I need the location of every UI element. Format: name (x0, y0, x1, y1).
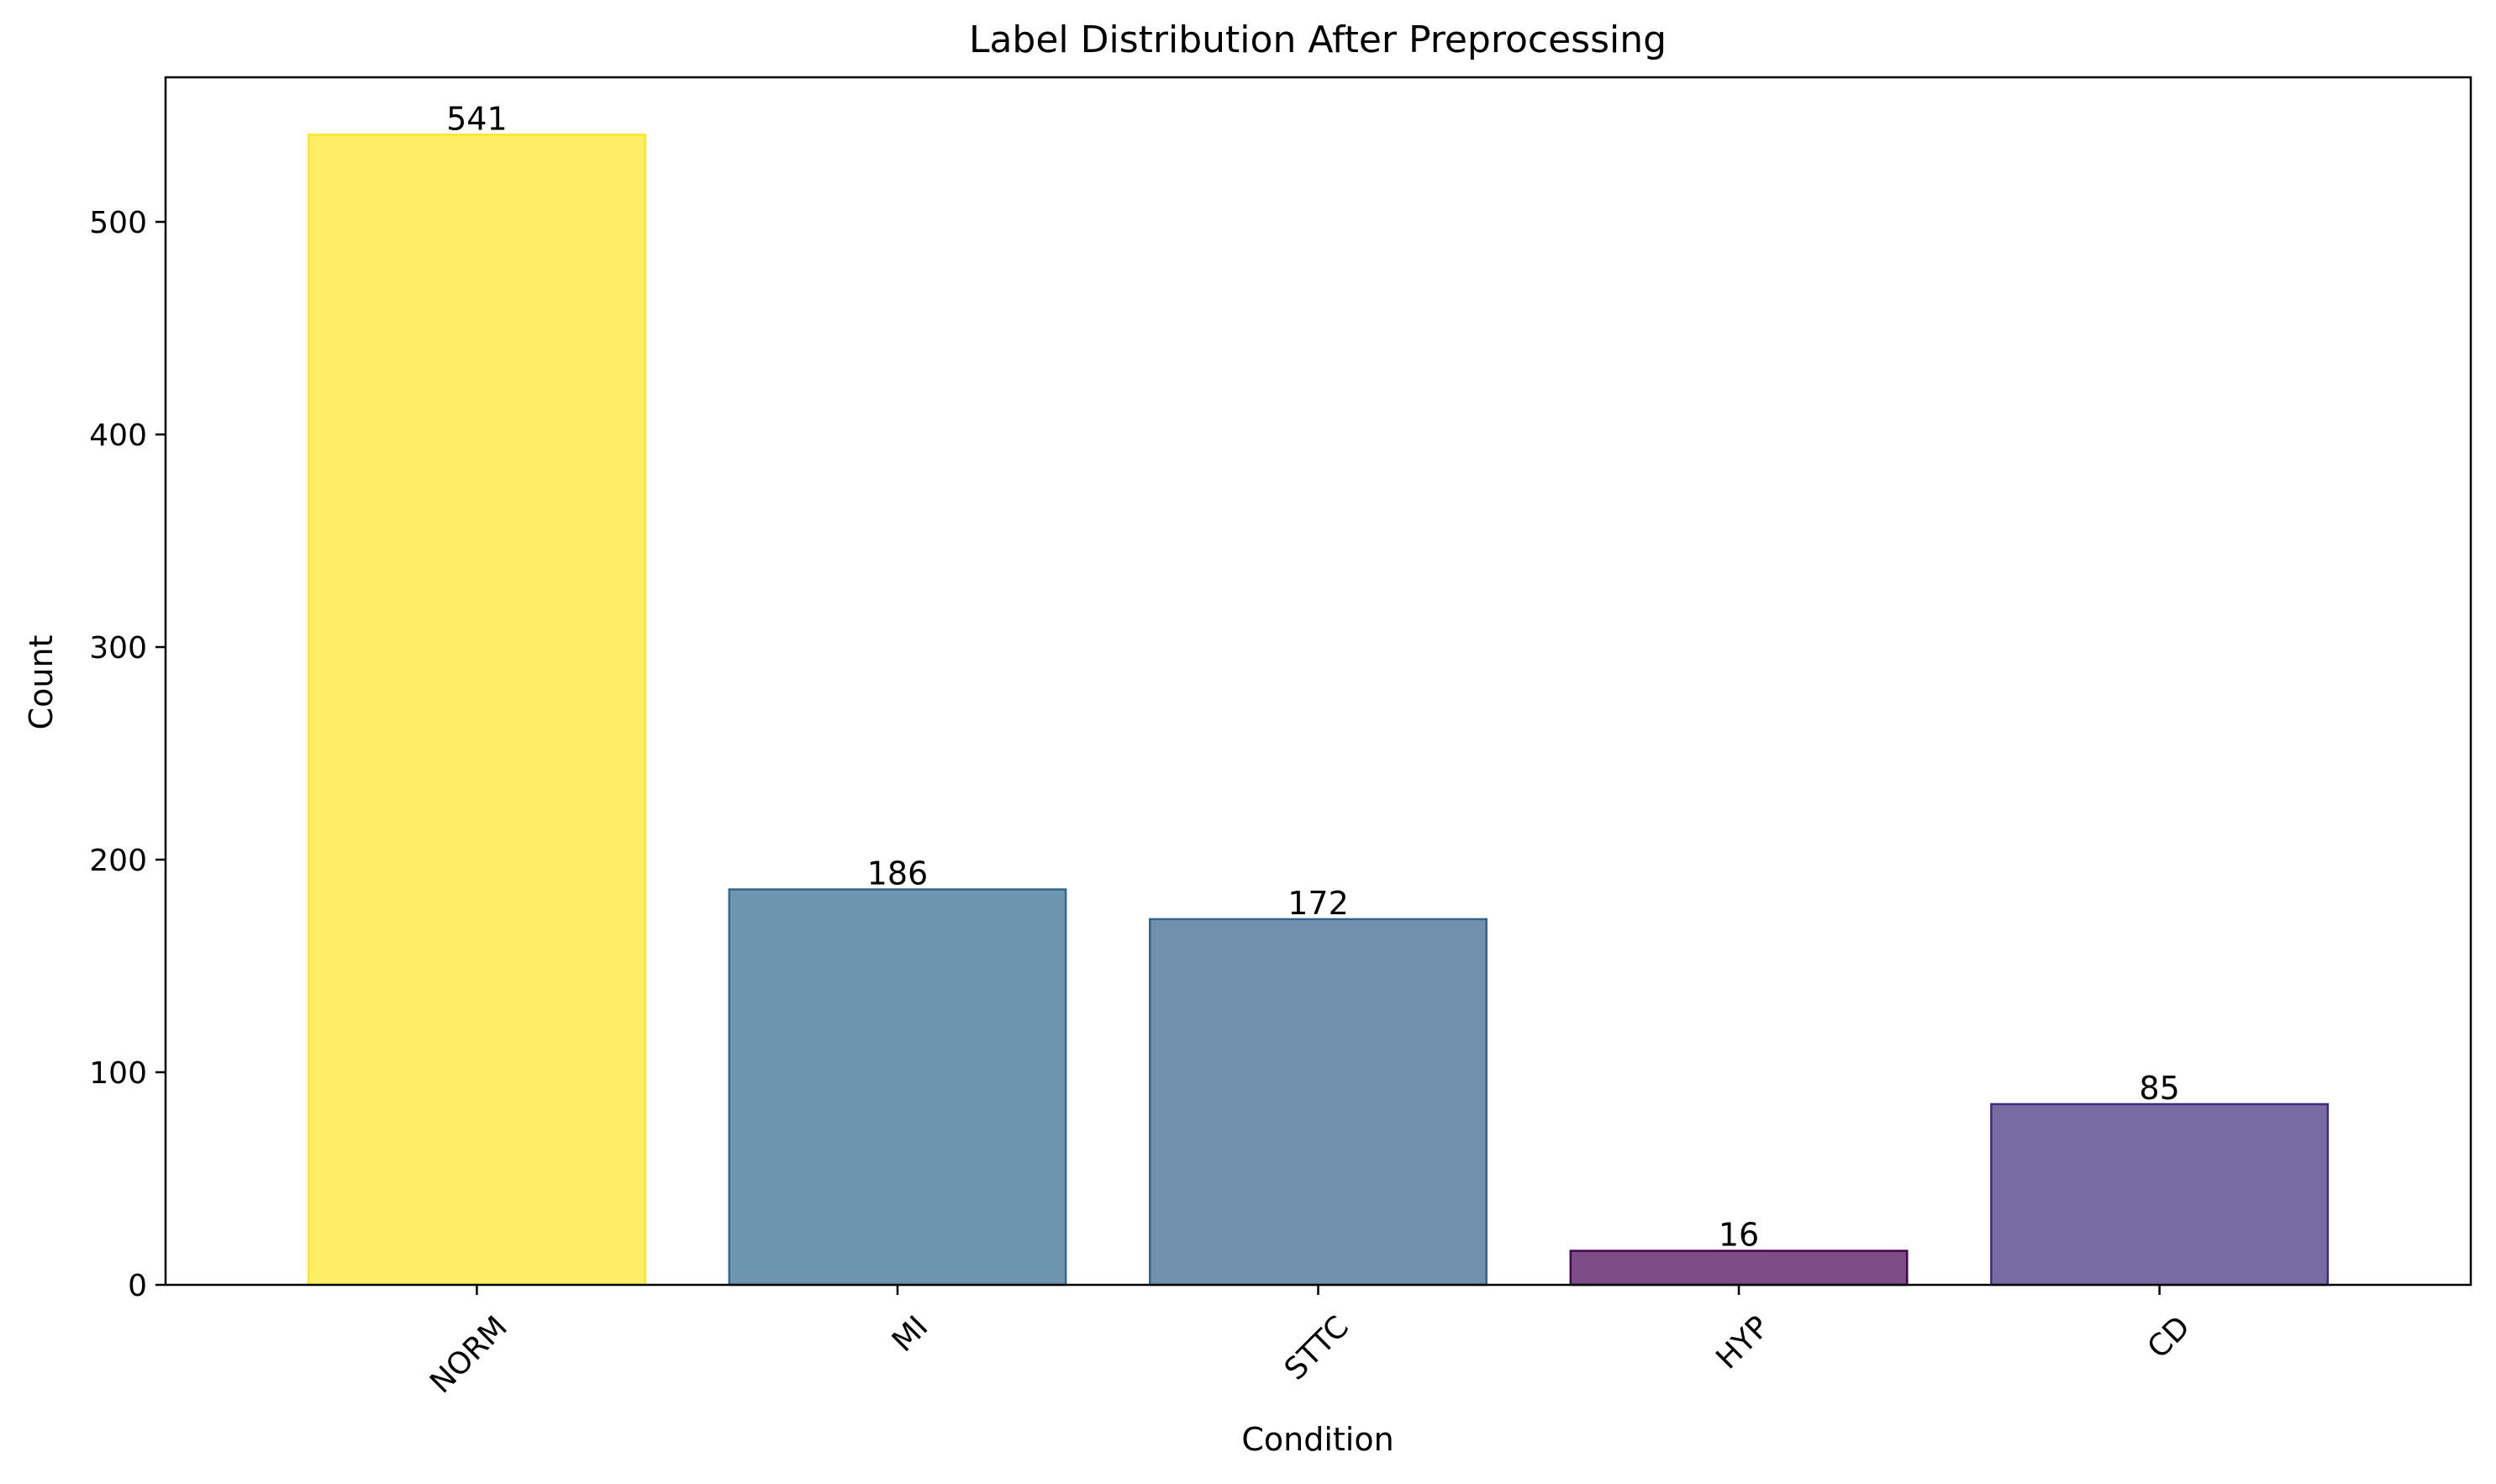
x-tick-label-norm: NORM (424, 1309, 514, 1400)
x-tick-label-sttc: STTC (1278, 1309, 1356, 1387)
y-tick-label: 200 (89, 844, 147, 878)
data-label-norm: 541 (446, 100, 508, 137)
chart-title: Label Distribution After Preprocessing (969, 18, 1667, 61)
y-axis: 0 100 200 300 400 500 (89, 206, 166, 1303)
y-tick-label: 300 (89, 631, 147, 666)
x-axis-title: Condition (1241, 1421, 1393, 1458)
bar-cd (1990, 1102, 2330, 1287)
x-tick-label-mi: MI (886, 1309, 935, 1358)
y-tick-label: 100 (89, 1056, 147, 1091)
bar-sttc (1149, 918, 1488, 1287)
data-label-mi: 186 (867, 855, 929, 892)
data-label-hyp: 16 (1719, 1217, 1759, 1254)
data-label-cd: 85 (2139, 1070, 2179, 1107)
y-tick-label: 0 (128, 1269, 147, 1303)
x-tick-label-hyp: HYP (1709, 1309, 1776, 1376)
data-label-sttc: 172 (1287, 885, 1349, 922)
y-tick-label: 400 (89, 418, 147, 453)
x-tick-label-cd: CD (2141, 1309, 2197, 1365)
y-tick-label: 500 (89, 206, 147, 240)
bars-layer (307, 134, 2330, 1287)
x-axis: NORM MI STTC HYP CD (424, 1285, 2197, 1400)
bar-hyp (1569, 1250, 1909, 1287)
bar-norm (307, 134, 646, 1287)
bar-mi (728, 888, 1067, 1287)
data-labels: 541 186 172 16 85 (446, 100, 2180, 1253)
y-axis-title: Count (23, 635, 60, 730)
